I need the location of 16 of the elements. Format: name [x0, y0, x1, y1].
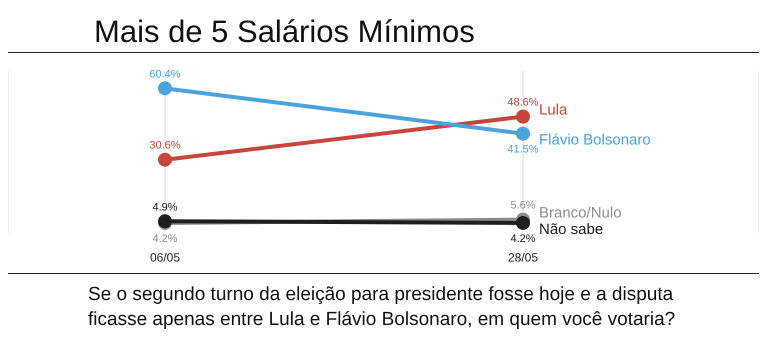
- x-tick-label: 06/05: [150, 250, 180, 265]
- series-label: Flávio Bolsonaro: [539, 132, 651, 149]
- data-label: 41.5%: [507, 144, 539, 156]
- chart-title: Mais de 5 Salários Mínimos: [94, 13, 475, 51]
- series-label: Não sabe: [539, 220, 604, 238]
- data-label: 4.2%: [510, 232, 536, 245]
- series-label: Lula: [539, 102, 568, 119]
- text: Se o segundo turno da eleição para presidente fosse hoje e a disputa ficasse apenas entre Lula e Flávio Bolsonaro, em quem você votaria?: [88, 283, 676, 332]
- data-label: 60.4%: [149, 68, 181, 80]
- x-tick-label: 28/05: [508, 250, 538, 265]
- data-label: 4.2%: [152, 232, 178, 245]
- series-label: Branco/Nulo: [539, 204, 622, 222]
- data-label: 30.6%: [149, 140, 181, 152]
- data-label: 4.9%: [152, 201, 178, 214]
- data-label: 48.6%: [507, 96, 539, 109]
- data-label: 5.6%: [510, 200, 536, 212]
